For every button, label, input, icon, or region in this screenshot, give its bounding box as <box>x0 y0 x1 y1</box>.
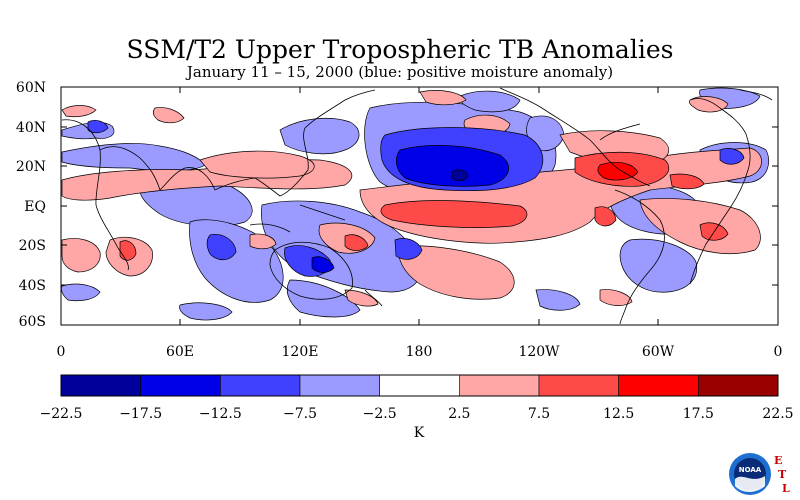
colorbar-tick-label: 2.5 <box>448 406 470 422</box>
noaa-logo-text: NOAA <box>739 466 762 474</box>
chart-title: SSM/T2 Upper Tropospheric TB Anomalies <box>126 35 674 64</box>
colorbar-tick-label: −12.5 <box>199 406 242 422</box>
lat-label-eq: EQ <box>24 199 46 215</box>
lat-label-60s: 60S <box>19 314 46 330</box>
lon-label-0-end: 0 <box>774 344 783 360</box>
colorbar-swatch <box>299 374 380 397</box>
colorbar-tick-label: −22.5 <box>40 406 83 422</box>
dark-blue-regions <box>451 169 469 182</box>
colorbar-swatch <box>379 374 460 397</box>
colorbar-swatch <box>618 374 699 397</box>
etl-letter-t: T <box>778 468 787 481</box>
noaa-logo: NOAA E T L <box>729 453 790 495</box>
lon-label-0: 0 <box>57 344 66 360</box>
colorbar: −22.5 −17.5 −12.5 −7.5 −2.5 2.5 7.5 12.5 17.5 22.… <box>40 374 794 441</box>
lon-label-180: 180 <box>406 344 433 360</box>
lat-label-40n: 40N <box>16 120 46 136</box>
colorbar-tick-labels: −22.5 −17.5 −12.5 −7.5 −2.5 2.5 7.5 12.5 17.5 22.… <box>40 406 794 422</box>
colorbar-swatch <box>459 374 540 397</box>
colorbar-swatch <box>60 374 141 397</box>
colorbar-swatch <box>220 374 301 397</box>
blue-regions <box>311 145 510 273</box>
colorbar-tick-label: 17.5 <box>683 406 714 422</box>
lat-label-20s: 20S <box>19 238 46 254</box>
colorbar-swatch <box>698 374 779 397</box>
colorbar-tick-label: 7.5 <box>528 406 550 422</box>
colorbar-swatch <box>538 374 619 397</box>
lat-ticks <box>61 86 778 326</box>
lat-label-60n: 60N <box>16 80 46 96</box>
colorbar-frame <box>60 374 779 397</box>
colorbar-tick-label: 12.5 <box>603 406 634 422</box>
lon-label-120e: 120E <box>282 344 319 360</box>
etl-letter-l: L <box>782 482 790 495</box>
colorbar-swatches <box>60 374 779 397</box>
lon-ticks <box>60 87 779 325</box>
lon-label-60e: 60E <box>166 344 194 360</box>
noaa-logo-wave <box>735 476 765 492</box>
lat-label-40s: 40S <box>19 278 46 294</box>
lon-axis: 0 60E 120E 180 120W 60W 0 <box>57 87 783 360</box>
colorbar-unit: K <box>414 425 425 441</box>
bright-red-regions <box>597 162 639 181</box>
colorbar-tick-label: −7.5 <box>283 406 317 422</box>
colorbar-swatch <box>140 374 221 397</box>
lon-label-60w: 60W <box>642 344 675 360</box>
anomaly-field <box>61 87 769 321</box>
lat-label-20n: 20N <box>16 159 46 175</box>
etl-letter-e: E <box>774 454 782 467</box>
lat-axis: 60N 40N 20N EQ 20S 40S 60S <box>16 80 778 330</box>
coastlines <box>61 87 773 325</box>
colorbar-tick-label: 22.5 <box>762 406 793 422</box>
colorbar-tick-label: −17.5 <box>119 406 162 422</box>
chart-subtitle: January 11 – 15, 2000 (blue: positive mo… <box>186 63 614 81</box>
lon-label-120w: 120W <box>518 344 560 360</box>
colorbar-tick-label: −2.5 <box>363 406 397 422</box>
